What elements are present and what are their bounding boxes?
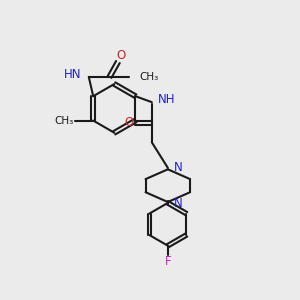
Text: CH₃: CH₃ (55, 116, 74, 126)
Text: N: N (174, 161, 183, 174)
Text: O: O (125, 116, 134, 130)
Text: NH: NH (158, 93, 176, 106)
Text: HN: HN (64, 68, 81, 81)
Text: N: N (174, 197, 183, 210)
Text: O: O (116, 49, 125, 62)
Text: F: F (164, 255, 171, 268)
Text: CH₃: CH₃ (139, 72, 158, 82)
